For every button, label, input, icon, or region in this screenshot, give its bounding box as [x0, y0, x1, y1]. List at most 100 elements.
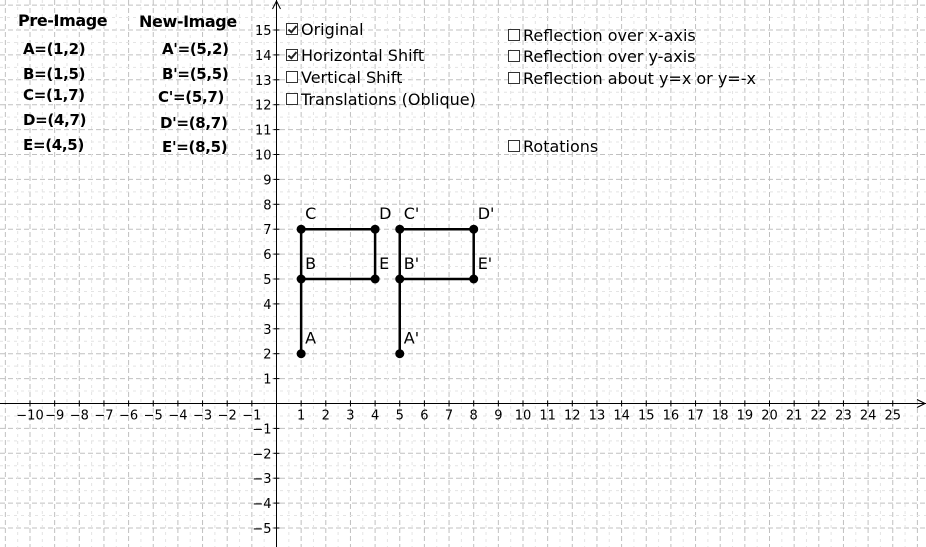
checkbox-horizontal-shift-box[interactable]	[286, 49, 298, 61]
x-tick-label: 24	[860, 409, 877, 424]
original-point-c	[296, 224, 306, 234]
y-tick-label: 9	[263, 173, 271, 188]
y-tick-label: −5	[252, 522, 271, 537]
checkbox-original-box[interactable]	[286, 23, 298, 35]
x-tick-label: 2	[322, 409, 330, 424]
checkbox-reflection-y-axis-box[interactable]	[508, 50, 520, 62]
checkbox-horizontal-shift-label: Horizontal Shift	[301, 45, 425, 65]
y-tick-label: 13	[255, 74, 272, 89]
checkbox-translations-oblique[interactable]: Translations (Oblique)	[286, 89, 476, 109]
x-tick-label: 11	[539, 409, 556, 424]
image-point-a-prime	[395, 349, 405, 359]
x-tick-label: 15	[638, 409, 655, 424]
y-tick-label: −2	[252, 447, 271, 462]
plotted-figures: A B C D E A' B' C' D' E'	[296, 204, 495, 359]
checkbox-rotations-box[interactable]	[508, 140, 520, 152]
checkbox-reflection-y-axis[interactable]: Reflection over y-axis	[508, 46, 695, 66]
image-point-d-prime	[469, 224, 479, 234]
x-tick-label: −1	[242, 409, 261, 424]
image-point-label: B'	[404, 254, 419, 273]
y-tick-label: −1	[252, 422, 271, 437]
x-tick-label: −9	[45, 409, 64, 424]
new-image-title: New-Image	[139, 12, 237, 31]
y-tick-label: 5	[263, 273, 271, 288]
checkbox-translations-oblique-box[interactable]	[286, 93, 298, 105]
y-tick-label: 4	[263, 298, 271, 313]
new-image-coord-d: D'=(8,7)	[160, 114, 228, 132]
x-tick-label: 22	[811, 409, 828, 424]
x-tick-label: 20	[761, 409, 778, 424]
y-tick-label: 8	[263, 198, 271, 213]
x-tick-label: 9	[494, 409, 502, 424]
x-tick-label: −8	[70, 409, 89, 424]
x-tick-label: −4	[168, 409, 187, 424]
x-tick-label: 25	[884, 409, 901, 424]
checkbox-vertical-shift-label: Vertical Shift	[301, 67, 403, 87]
checkbox-translations-oblique-label: Translations (Oblique)	[301, 89, 476, 109]
x-tick-label: −3	[193, 409, 212, 424]
x-tick-label: 12	[564, 409, 581, 424]
image-point-label: C'	[404, 204, 420, 223]
new-image-coord-a: A'=(5,2)	[162, 40, 229, 58]
x-tick-label: 17	[687, 409, 704, 424]
y-tick-label: 1	[263, 373, 271, 388]
image-point-b-prime	[395, 274, 405, 284]
y-axis-arrow	[272, 0, 281, 10]
image-point-label: E'	[478, 254, 493, 273]
image-point-label: A'	[404, 329, 419, 348]
checkbox-reflection-diagonal-box[interactable]	[508, 72, 520, 84]
x-tick-label: 3	[346, 409, 354, 424]
image-point-c-prime	[395, 224, 405, 234]
x-axis-arrow	[916, 399, 926, 408]
checkbox-reflection-x-axis-box[interactable]	[508, 29, 520, 41]
pre-image-coord-e: E=(4,5)	[23, 136, 84, 154]
original-point-label: A	[305, 329, 316, 348]
pre-image-title: Pre-Image	[18, 11, 108, 30]
x-tick-label: −7	[94, 409, 113, 424]
x-tick-label: 4	[371, 409, 379, 424]
x-tick-label: −6	[119, 409, 138, 424]
checkbox-vertical-shift[interactable]: Vertical Shift	[286, 67, 402, 87]
pre-image-coord-d: D=(4,7)	[23, 111, 87, 129]
checkbox-original-label: Original	[301, 19, 364, 39]
x-tick-label: 18	[712, 409, 729, 424]
y-tick-label: 3	[263, 323, 271, 338]
x-tick-label: 5	[396, 409, 404, 424]
y-tick-label: 6	[263, 248, 271, 263]
checkbox-vertical-shift-box[interactable]	[286, 71, 298, 83]
checkbox-rotations[interactable]: Rotations	[508, 136, 598, 156]
checkbox-reflection-y-axis-label: Reflection over y-axis	[523, 46, 696, 66]
checkbox-reflection-diagonal[interactable]: Reflection about y=x or y=-x	[508, 68, 756, 88]
original-point-e	[370, 274, 380, 284]
pre-image-coord-c: C=(1,7)	[23, 86, 85, 104]
y-tick-label: 15	[255, 24, 272, 39]
original-point-a	[296, 349, 306, 359]
pre-image-coord-a: A=(1,2)	[23, 40, 86, 58]
x-tick-label: −10	[16, 409, 43, 424]
checkbox-reflection-x-axis[interactable]: Reflection over x-axis	[508, 25, 696, 45]
checkbox-rotations-label: Rotations	[523, 136, 599, 156]
checkbox-horizontal-shift[interactable]: Horizontal Shift	[286, 45, 424, 65]
checkbox-reflection-x-axis-label: Reflection over x-axis	[523, 25, 696, 45]
x-tick-label: −2	[218, 409, 237, 424]
original-point-label: D	[379, 204, 391, 223]
image-point-e-prime	[469, 274, 479, 284]
x-tick-label: 19	[737, 409, 754, 424]
y-tick-label: 10	[255, 149, 272, 164]
new-image-coord-e: E'=(8,5)	[162, 138, 228, 156]
pre-image-coord-b: B=(1,5)	[23, 65, 86, 83]
original-point-d	[370, 224, 380, 234]
image-point-label: D'	[478, 204, 495, 223]
x-tick-label: 8	[470, 409, 478, 424]
x-tick-label: 13	[589, 409, 606, 424]
x-tick-label: 10	[515, 409, 532, 424]
new-image-coord-b: B'=(5,5)	[162, 65, 229, 83]
checkbox-original[interactable]: Original	[286, 19, 364, 39]
x-tick-label: 7	[445, 409, 453, 424]
axis-tick-labels: −10 −9 −8 −7 −6 −5 −4 −3 −2 −1 1 2 3 4 5 6 7 8 9 10 11 12 13 14…	[16, 24, 901, 537]
original-point-label: E	[379, 254, 389, 273]
x-tick-label: 21	[786, 409, 803, 424]
original-point-label: C	[305, 204, 316, 223]
